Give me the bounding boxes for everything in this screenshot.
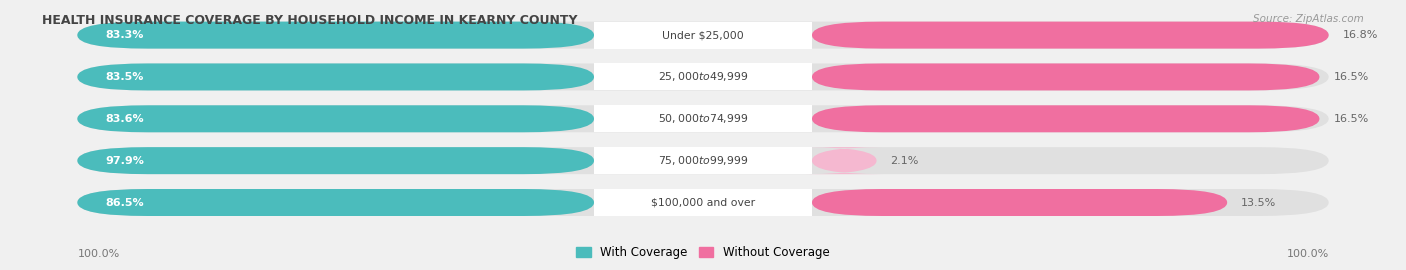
Text: 97.9%: 97.9%	[105, 156, 145, 166]
Legend: With Coverage, Without Coverage: With Coverage, Without Coverage	[572, 242, 834, 264]
FancyBboxPatch shape	[77, 189, 1329, 216]
Bar	[593, 63, 813, 90]
Text: 83.5%: 83.5%	[105, 72, 143, 82]
FancyBboxPatch shape	[77, 63, 593, 90]
Text: $25,000 to $49,999: $25,000 to $49,999	[658, 70, 748, 83]
FancyBboxPatch shape	[77, 63, 1329, 90]
Text: 16.5%: 16.5%	[1333, 72, 1369, 82]
Text: 2.1%: 2.1%	[890, 156, 920, 166]
Text: 86.5%: 86.5%	[105, 197, 143, 208]
Text: 83.6%: 83.6%	[105, 114, 143, 124]
FancyBboxPatch shape	[813, 105, 1319, 132]
Text: $50,000 to $74,999: $50,000 to $74,999	[658, 112, 748, 125]
Text: 100.0%: 100.0%	[1286, 249, 1329, 259]
Text: 16.8%: 16.8%	[1343, 30, 1378, 40]
Text: $100,000 and over: $100,000 and over	[651, 197, 755, 208]
FancyBboxPatch shape	[813, 22, 1329, 49]
Text: 83.3%: 83.3%	[105, 30, 143, 40]
FancyBboxPatch shape	[77, 189, 593, 216]
FancyBboxPatch shape	[77, 147, 593, 174]
Text: Source: ZipAtlas.com: Source: ZipAtlas.com	[1253, 14, 1364, 23]
FancyBboxPatch shape	[77, 147, 1329, 174]
Text: 13.5%: 13.5%	[1241, 197, 1277, 208]
Text: 16.5%: 16.5%	[1333, 114, 1369, 124]
Bar	[593, 147, 813, 174]
Text: HEALTH INSURANCE COVERAGE BY HOUSEHOLD INCOME IN KEARNY COUNTY: HEALTH INSURANCE COVERAGE BY HOUSEHOLD I…	[42, 14, 578, 26]
Bar	[593, 22, 813, 49]
FancyBboxPatch shape	[77, 105, 593, 132]
FancyBboxPatch shape	[806, 147, 883, 174]
FancyBboxPatch shape	[77, 105, 1329, 132]
Text: $75,000 to $99,999: $75,000 to $99,999	[658, 154, 748, 167]
FancyBboxPatch shape	[77, 22, 593, 49]
Text: 100.0%: 100.0%	[77, 249, 120, 259]
FancyBboxPatch shape	[813, 189, 1227, 216]
FancyBboxPatch shape	[813, 63, 1319, 90]
FancyBboxPatch shape	[77, 22, 1329, 49]
Bar	[593, 105, 813, 132]
Bar	[593, 189, 813, 216]
Text: Under $25,000: Under $25,000	[662, 30, 744, 40]
